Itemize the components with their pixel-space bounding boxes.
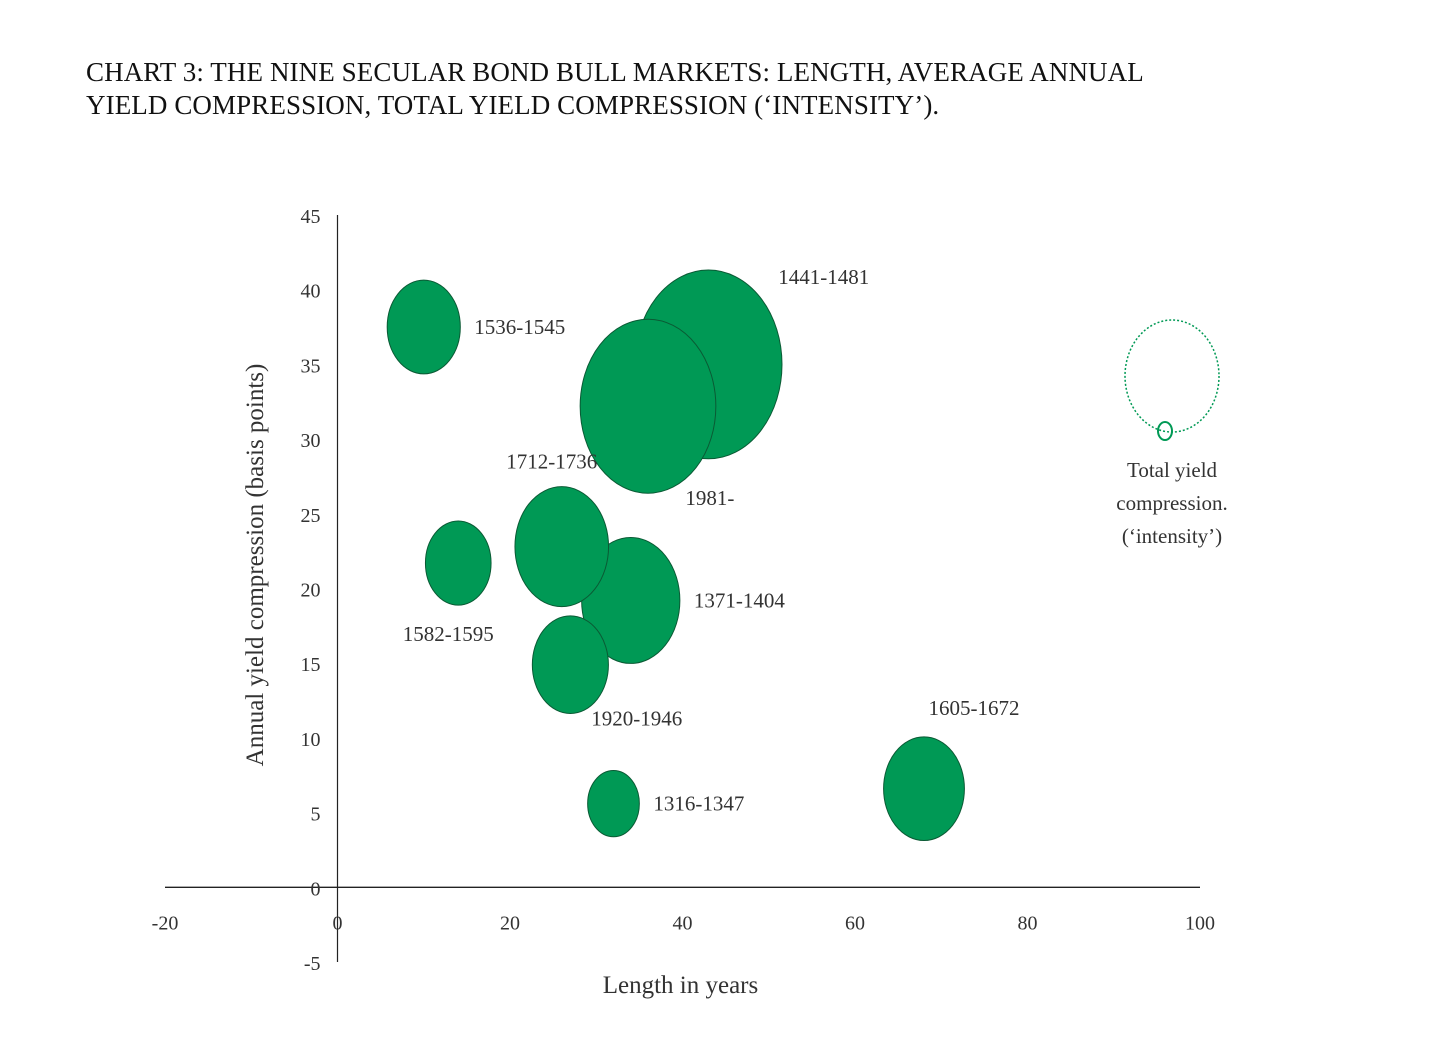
x-axis-title: Length in years bbox=[603, 972, 759, 999]
bubbles bbox=[386, 269, 965, 842]
bubble-label: 1441-1481 bbox=[778, 265, 869, 289]
y-tick-label: 10 bbox=[301, 729, 321, 751]
x-tick-label: -20 bbox=[152, 912, 179, 934]
bubble-label: 1712-1736 bbox=[506, 450, 597, 474]
legend-text: (‘intensity’) bbox=[1122, 524, 1222, 548]
y-tick-label: -5 bbox=[304, 953, 321, 975]
bubble-label: 1605-1672 bbox=[929, 696, 1020, 720]
bubble-label: 1536-1545 bbox=[474, 315, 565, 339]
y-axis-title: Annual yield compression (basis points) bbox=[242, 364, 269, 767]
bubble-label: 1316-1347 bbox=[653, 792, 744, 816]
y-tick-label: 0 bbox=[311, 878, 321, 900]
y-tick-label: 40 bbox=[301, 281, 321, 303]
legend-text: compression. bbox=[1116, 491, 1227, 515]
y-tick-label: 35 bbox=[301, 355, 321, 377]
bubble-label: 1981- bbox=[685, 486, 734, 510]
y-tick-label: 15 bbox=[301, 654, 321, 676]
axes: -5 0 5 10 15 20 25 30 35 40 45 -20 0 20 40 60 80 100 Lengt… bbox=[152, 206, 1215, 999]
x-tick-label: 80 bbox=[1018, 912, 1038, 934]
legend-small-circle bbox=[1157, 421, 1173, 441]
bubble-labels: 1536-1545 1441-1481 1981- 1712-1736 1582-159… bbox=[403, 265, 1020, 815]
bubble bbox=[579, 318, 717, 494]
bubble bbox=[514, 486, 610, 608]
legend: Total yield compression. (‘intensity’) bbox=[1116, 319, 1228, 548]
x-tick-label: 20 bbox=[500, 912, 520, 934]
y-tick-label: 20 bbox=[301, 580, 321, 602]
bubble bbox=[531, 615, 609, 714]
x-tick-label: 40 bbox=[673, 912, 693, 934]
bubble-label: 1371-1404 bbox=[694, 588, 785, 612]
y-tick-label: 5 bbox=[311, 804, 321, 826]
y-tick-label: 45 bbox=[301, 206, 321, 228]
bubble bbox=[424, 520, 492, 606]
bubble-label: 1920-1946 bbox=[591, 706, 682, 730]
legend-text: Total yield bbox=[1127, 458, 1218, 482]
bubble bbox=[587, 769, 640, 838]
x-tick-label: 60 bbox=[845, 912, 865, 934]
chart-title: CHART 3: THE NINE SECULAR BOND BULL MARK… bbox=[86, 56, 1326, 122]
chart-title-line-1: CHART 3: THE NINE SECULAR BOND BULL MARK… bbox=[86, 57, 1144, 87]
bubble-label: 1582-1595 bbox=[403, 622, 494, 646]
bubble bbox=[883, 736, 965, 842]
y-tick-label: 30 bbox=[301, 430, 321, 452]
bubble bbox=[386, 279, 461, 375]
x-tick-label: 100 bbox=[1185, 912, 1215, 934]
legend-large-circle bbox=[1124, 319, 1220, 433]
y-tick-label: 25 bbox=[301, 505, 321, 527]
x-tick-label: 0 bbox=[333, 912, 343, 934]
chart-title-line-2: YIELD COMPRESSION, TOTAL YIELD COMPRESSI… bbox=[86, 90, 940, 120]
